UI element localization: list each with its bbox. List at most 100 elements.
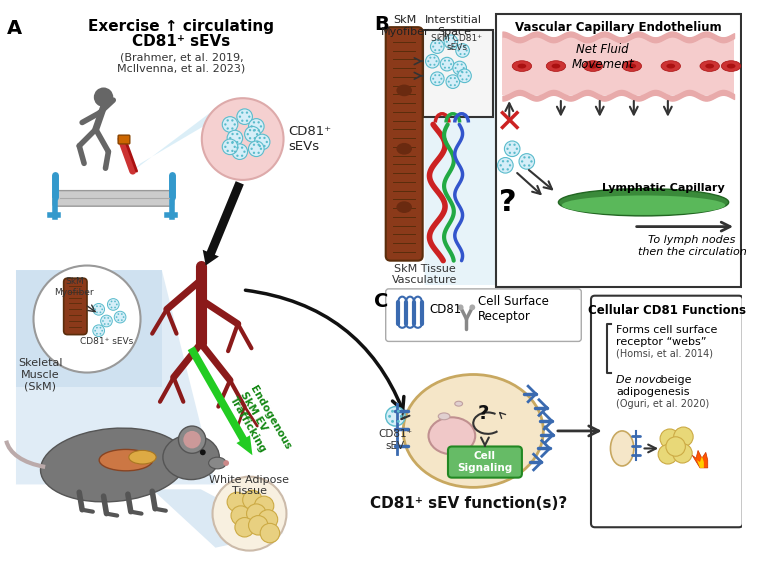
Circle shape: [247, 504, 266, 523]
Circle shape: [253, 152, 255, 154]
Text: Vascular Capillary Endothelium: Vascular Capillary Endothelium: [515, 21, 721, 34]
Polygon shape: [425, 13, 740, 285]
Circle shape: [505, 141, 520, 156]
Circle shape: [454, 67, 457, 69]
Circle shape: [435, 81, 436, 83]
Circle shape: [183, 431, 201, 448]
Circle shape: [101, 308, 103, 310]
Circle shape: [202, 98, 284, 180]
Text: (Oguri, et al. 2020): (Oguri, et al. 2020): [616, 399, 709, 409]
Polygon shape: [693, 451, 708, 468]
Circle shape: [506, 147, 508, 150]
Circle shape: [524, 164, 526, 167]
Circle shape: [96, 333, 98, 335]
Circle shape: [454, 41, 456, 43]
Circle shape: [450, 63, 452, 65]
Circle shape: [257, 152, 260, 154]
Circle shape: [658, 444, 677, 464]
FancyBboxPatch shape: [448, 447, 522, 477]
Circle shape: [117, 319, 119, 321]
Circle shape: [435, 60, 438, 62]
Circle shape: [470, 304, 475, 310]
Circle shape: [260, 147, 262, 150]
FancyBboxPatch shape: [64, 278, 87, 335]
FancyBboxPatch shape: [422, 30, 492, 117]
Circle shape: [253, 121, 255, 123]
Text: SkM Tissue
Vasculature: SkM Tissue Vasculature: [392, 263, 457, 285]
Circle shape: [397, 420, 400, 423]
Circle shape: [241, 146, 244, 149]
Circle shape: [231, 142, 234, 144]
Text: CD81⁺
sEV: CD81⁺ sEV: [378, 429, 412, 451]
Circle shape: [231, 141, 234, 143]
Circle shape: [460, 53, 461, 55]
Circle shape: [438, 42, 441, 44]
Ellipse shape: [403, 374, 543, 488]
Circle shape: [463, 46, 466, 48]
Ellipse shape: [661, 61, 680, 72]
Circle shape: [237, 109, 253, 125]
FancyBboxPatch shape: [386, 27, 422, 261]
Text: Forms cell surface: Forms cell surface: [616, 325, 718, 335]
Circle shape: [236, 141, 238, 143]
Circle shape: [257, 129, 260, 131]
Circle shape: [236, 133, 238, 135]
Circle shape: [521, 160, 524, 163]
Circle shape: [100, 315, 113, 327]
Circle shape: [257, 143, 260, 146]
Circle shape: [466, 79, 467, 80]
Circle shape: [227, 492, 247, 512]
Text: CD81⁺ sEV function(s)?: CD81⁺ sEV function(s)?: [370, 496, 567, 511]
Text: White Adipose
Tissue: White Adipose Tissue: [209, 475, 289, 496]
Circle shape: [514, 152, 516, 154]
Circle shape: [256, 141, 259, 143]
Text: Endogenous
SkM EV
Trafficking: Endogenous SkM EV Trafficking: [228, 384, 293, 463]
Text: Cell
Signaling: Cell Signaling: [457, 451, 513, 473]
FancyBboxPatch shape: [118, 135, 130, 144]
Text: ?: ?: [477, 404, 489, 423]
Circle shape: [236, 146, 239, 149]
Circle shape: [441, 46, 442, 48]
Circle shape: [249, 137, 251, 139]
Text: Lymphatic Capillary: Lymphatic Capillary: [602, 183, 724, 193]
Circle shape: [507, 160, 509, 162]
Circle shape: [116, 304, 118, 306]
Circle shape: [457, 304, 463, 310]
Circle shape: [400, 415, 403, 418]
Circle shape: [249, 129, 251, 131]
Circle shape: [460, 46, 461, 48]
Circle shape: [109, 304, 110, 306]
Ellipse shape: [428, 417, 475, 454]
Circle shape: [457, 64, 459, 65]
Circle shape: [223, 460, 229, 466]
Circle shape: [179, 426, 205, 453]
Circle shape: [509, 164, 511, 167]
Circle shape: [397, 410, 400, 413]
Circle shape: [438, 74, 441, 76]
Circle shape: [460, 75, 461, 77]
FancyArrow shape: [202, 181, 244, 266]
Circle shape: [246, 119, 248, 122]
Circle shape: [673, 444, 693, 463]
Circle shape: [234, 146, 236, 148]
Text: adipogenesis: adipogenesis: [616, 387, 689, 397]
Circle shape: [507, 168, 509, 171]
Circle shape: [96, 311, 98, 313]
Ellipse shape: [163, 435, 219, 480]
Ellipse shape: [721, 61, 740, 72]
Ellipse shape: [546, 61, 565, 72]
Circle shape: [444, 35, 457, 48]
Ellipse shape: [562, 196, 725, 215]
Circle shape: [666, 437, 686, 456]
Text: Net Fluid
Movement: Net Fluid Movement: [572, 43, 634, 71]
Circle shape: [524, 156, 526, 159]
Ellipse shape: [705, 64, 714, 68]
Circle shape: [222, 139, 238, 155]
FancyBboxPatch shape: [502, 37, 734, 95]
Circle shape: [235, 518, 254, 537]
Circle shape: [107, 317, 109, 319]
Circle shape: [461, 71, 463, 73]
Circle shape: [429, 57, 431, 59]
Text: CD81⁺
sEVs: CD81⁺ sEVs: [288, 125, 332, 153]
Circle shape: [508, 152, 511, 154]
